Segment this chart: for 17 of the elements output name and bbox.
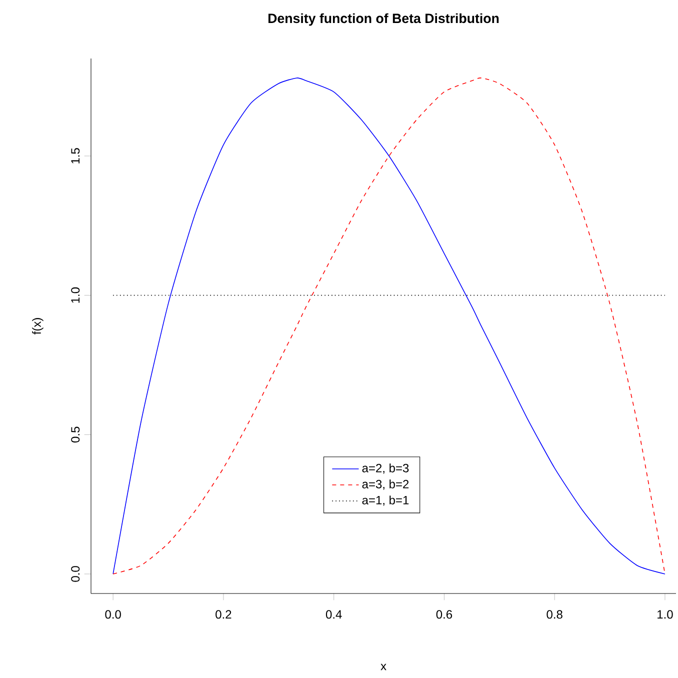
line-series xyxy=(112,78,666,574)
x-tick-label: 0.2 xyxy=(216,610,232,619)
legend-label: a=1, b=1 xyxy=(362,496,409,506)
y-tick-label: 1.0 xyxy=(71,287,80,303)
legend-label: a=3, b=2 xyxy=(362,480,409,490)
x-tick-label: 0.4 xyxy=(326,610,342,619)
chart-title: Density function of Beta Distribution xyxy=(268,13,499,26)
y-axis-title: f(x) xyxy=(32,318,44,334)
y-tick-label: 0.0 xyxy=(71,566,80,582)
x-tick-label: 0.6 xyxy=(436,610,452,619)
x-tick-label: 0.0 xyxy=(105,610,121,619)
y-tick-label: 0.5 xyxy=(71,426,80,443)
x-tick-label: 0.8 xyxy=(546,610,562,619)
y-tick-label: 1.5 xyxy=(71,148,80,164)
x-axis-title: x xyxy=(380,664,386,670)
x-tick-label: 1.0 xyxy=(658,610,673,619)
legend-label: a=2, b=3 xyxy=(362,464,409,474)
